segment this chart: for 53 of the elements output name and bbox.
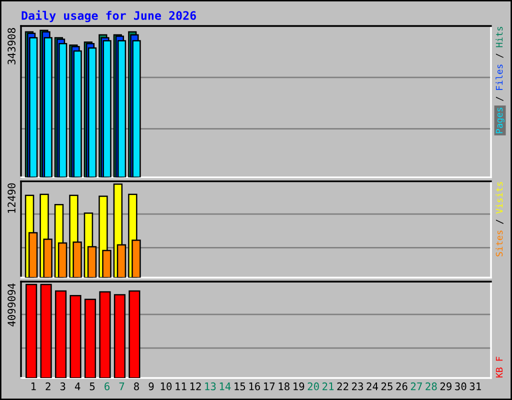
x-tick-label: 18 (278, 382, 290, 390)
text: / (496, 54, 504, 58)
bar (84, 298, 96, 378)
bar (99, 291, 111, 378)
x-tick-label: 3 (60, 382, 66, 390)
x-tick-label: 6 (104, 382, 110, 390)
text: / (496, 96, 504, 102)
x-tick-label: 26 (396, 382, 408, 390)
x-tick-label: 16 (249, 382, 260, 390)
bar (114, 294, 126, 378)
x-tick-label: 1 (31, 382, 36, 390)
text: Pages (496, 108, 504, 134)
x-tick-label: 28 (426, 382, 437, 390)
bar (55, 290, 67, 378)
text: 343908 (8, 28, 16, 64)
text: Files (496, 64, 503, 90)
chart-title: Daily usage for June 2026 (22, 10, 196, 22)
x-tick-label: 5 (90, 382, 95, 390)
bar (88, 47, 97, 178)
x-tick-label: 22 (337, 382, 348, 390)
x-tick-label: 4 (74, 382, 80, 390)
text: Hits (496, 26, 503, 48)
x-tick-label: 29 (440, 382, 452, 390)
x-tick-label: 23 (352, 382, 364, 390)
x-tick-label: 30 (455, 382, 466, 390)
x-tick-label: 8 (134, 382, 139, 390)
x-tick-label: 20 (308, 382, 319, 390)
x-tick-label: 11 (176, 382, 186, 390)
x-tick-label: 10 (160, 382, 172, 390)
text: Visits (496, 182, 503, 214)
x-tick-label: 27 (410, 382, 422, 390)
x-tick-label: 17 (264, 382, 275, 390)
x-tick-label: 25 (381, 382, 392, 390)
text: / (496, 220, 504, 224)
x-tick-label: 2 (46, 382, 50, 390)
text: KB F (496, 356, 503, 378)
x-tick-label: 14 (220, 382, 231, 390)
x-tick-label: 31 (470, 382, 481, 390)
bar (73, 50, 82, 178)
x-tick-label: 24 (366, 382, 378, 390)
x-tick-label: 13 (205, 382, 216, 390)
bar (102, 40, 112, 178)
bar (128, 290, 140, 378)
text: 4099094 (8, 284, 16, 326)
x-tick-label: 12 (190, 382, 201, 390)
x-tick-label: 9 (148, 382, 154, 390)
x-tick-label: 15 (234, 382, 246, 390)
x-tick-label: 7 (119, 382, 124, 390)
text: 12490 (8, 183, 16, 213)
bar (70, 295, 82, 378)
x-tick-label: 21 (322, 382, 334, 390)
text: Sites (496, 230, 503, 256)
x-tick-label: 19 (294, 382, 304, 390)
